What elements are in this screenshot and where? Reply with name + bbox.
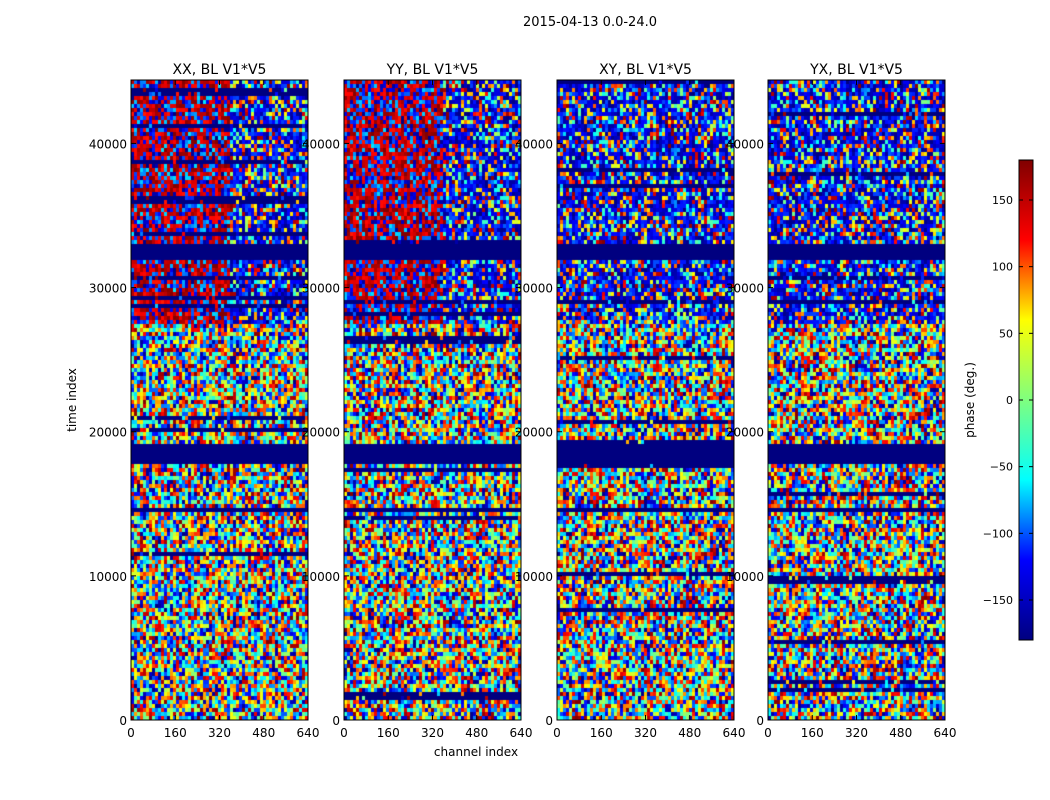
y-tick-label: 0 bbox=[119, 714, 127, 728]
figure-suptitle: 2015-04-13 0.0-24.0 bbox=[523, 15, 657, 30]
colorbar: 150 100 50 0 −50 −100 −150 phase (deg.) bbox=[963, 159, 1034, 641]
y-tick-label: 0 bbox=[756, 714, 764, 728]
x-tick-label: 480 bbox=[465, 726, 488, 740]
x-tick-label: 320 bbox=[634, 726, 657, 740]
y-tick-label: 10000 bbox=[726, 570, 764, 584]
panel-yy: YY, BL V1*V5 0 160 320 480 640 0 10000 20000 3000… bbox=[302, 62, 533, 740]
x-tick-label: 0 bbox=[340, 726, 348, 740]
y-tick-label: 10000 bbox=[89, 570, 127, 584]
heatmap-xx bbox=[131, 80, 308, 720]
y-tick-label: 30000 bbox=[726, 282, 764, 296]
y-tick-label: 30000 bbox=[302, 282, 340, 296]
y-tick-label: 40000 bbox=[302, 137, 340, 151]
y-tick-label: 40000 bbox=[89, 137, 127, 151]
x-axis-label: channel index bbox=[434, 745, 518, 759]
y-tick-label: 30000 bbox=[89, 282, 127, 296]
panel-yx: YX, BL V1*V5 0 160 320 480 640 0 10000 20000 3000… bbox=[726, 62, 957, 740]
y-tick-label: 0 bbox=[332, 714, 340, 728]
x-tick-label: 320 bbox=[845, 726, 868, 740]
x-tick-label: 320 bbox=[208, 726, 231, 740]
colorbar-tick-label: −100 bbox=[983, 527, 1013, 540]
panel-title: YY, BL V1*V5 bbox=[386, 62, 479, 78]
y-tick-label: 10000 bbox=[302, 570, 340, 584]
heatmap-yx bbox=[768, 80, 945, 720]
x-tick-label: 480 bbox=[889, 726, 912, 740]
x-tick-label: 0 bbox=[127, 726, 135, 740]
colorbar-tick-label: 0 bbox=[1006, 394, 1013, 407]
y-tick-label: 20000 bbox=[302, 426, 340, 440]
heatmap-yy bbox=[344, 80, 521, 720]
panel-title: YX, BL V1*V5 bbox=[809, 62, 903, 78]
x-tick-label: 160 bbox=[590, 726, 613, 740]
y-tick-label: 20000 bbox=[726, 426, 764, 440]
x-tick-label: 160 bbox=[801, 726, 824, 740]
x-tick-label: 640 bbox=[510, 726, 533, 740]
colorbar-tick-label: 150 bbox=[992, 194, 1013, 207]
x-tick-label: 320 bbox=[421, 726, 444, 740]
heatmap-xy bbox=[557, 80, 734, 720]
panels-group: XX, BL V1*V5 0 160 320 480 640 0 10000 20000 3000… bbox=[89, 62, 957, 740]
y-tick-label: 10000 bbox=[515, 570, 553, 584]
colorbar-tick-label: 50 bbox=[999, 327, 1013, 340]
x-tick-label: 160 bbox=[164, 726, 187, 740]
colorbar-ticks: 150 100 50 0 −50 −100 −150 bbox=[983, 194, 1033, 607]
y-tick-label: 0 bbox=[545, 714, 553, 728]
y-axis-label: time index bbox=[65, 368, 79, 432]
x-tick-label: 640 bbox=[297, 726, 320, 740]
x-tick-label: 160 bbox=[377, 726, 400, 740]
x-tick-label: 480 bbox=[252, 726, 275, 740]
panel-title: XY, BL V1*V5 bbox=[599, 62, 692, 78]
panel-xy: XY, BL V1*V5 0 160 320 480 640 0 10000 20000 3000… bbox=[515, 62, 746, 740]
y-tick-label: 20000 bbox=[89, 426, 127, 440]
y-tick-label: 30000 bbox=[515, 282, 553, 296]
colorbar-tick-label: 100 bbox=[992, 261, 1013, 274]
panel-xx: XX, BL V1*V5 0 160 320 480 640 0 10000 20000 3000… bbox=[89, 62, 320, 740]
x-tick-label: 0 bbox=[764, 726, 772, 740]
x-tick-label: 0 bbox=[553, 726, 561, 740]
colorbar-tick-label: −150 bbox=[983, 594, 1013, 607]
colorbar-tick-label: −50 bbox=[990, 461, 1013, 474]
panel-title: XX, BL V1*V5 bbox=[173, 62, 267, 78]
colorbar-label: phase (deg.) bbox=[963, 362, 977, 438]
x-tick-label: 640 bbox=[723, 726, 746, 740]
x-tick-label: 640 bbox=[934, 726, 957, 740]
x-tick-label: 480 bbox=[678, 726, 701, 740]
y-tick-label: 40000 bbox=[515, 137, 553, 151]
y-tick-label: 40000 bbox=[726, 137, 764, 151]
y-tick-label: 20000 bbox=[515, 426, 553, 440]
